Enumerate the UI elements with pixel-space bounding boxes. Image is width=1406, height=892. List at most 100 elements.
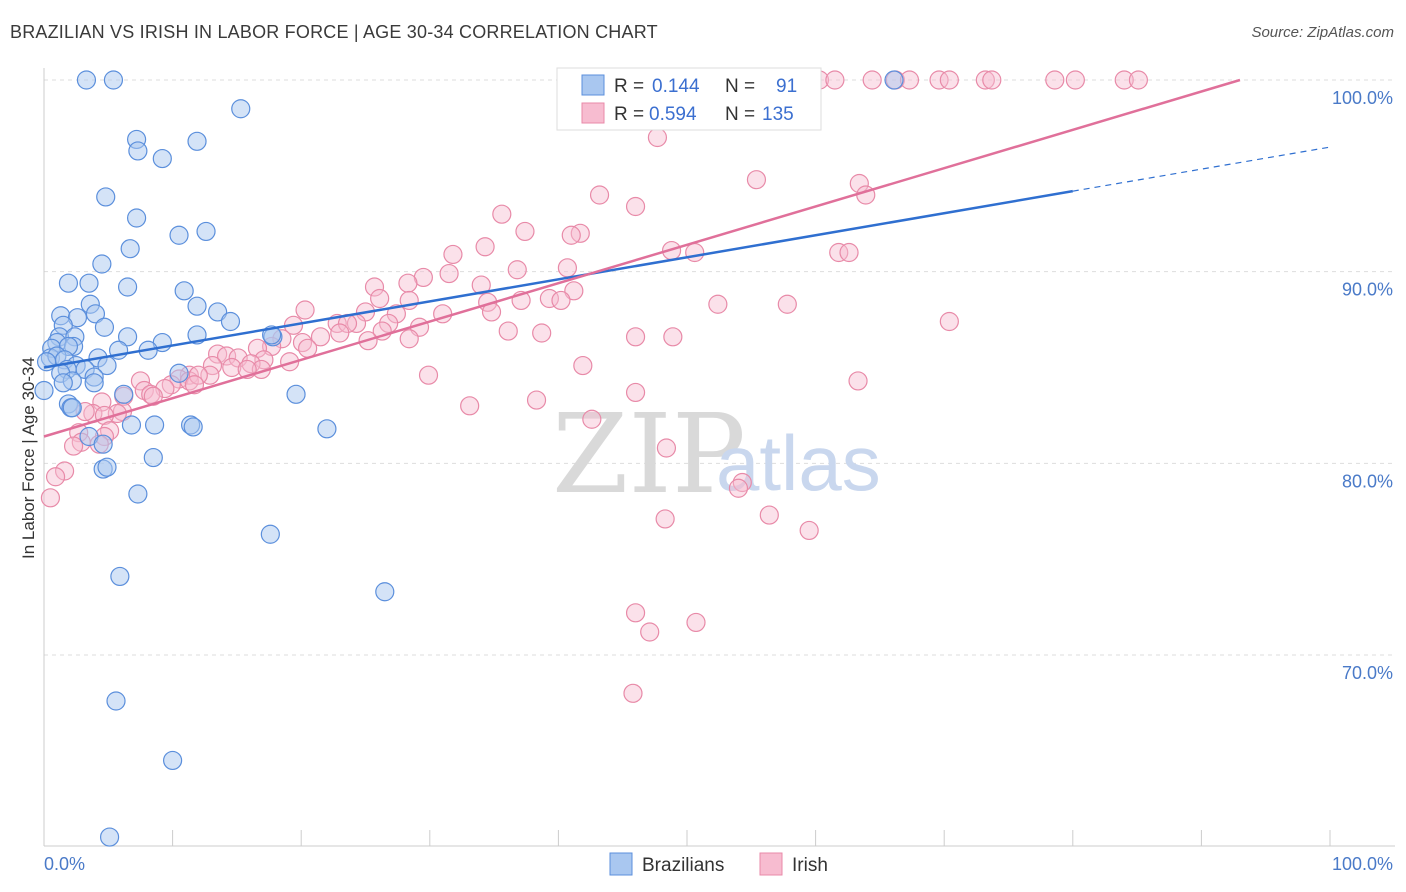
brazilians-point-54 (34, 380, 54, 401)
y-tick-label-1: 80.0% (1342, 471, 1393, 491)
brazilians-trend-line (43, 189, 1074, 369)
brazilians-point-28 (117, 327, 138, 347)
irish-point-33 (507, 260, 527, 280)
irish-point-114 (573, 355, 593, 376)
brazilians-point-1 (103, 70, 124, 90)
irish-point-63 (532, 323, 552, 343)
irish-point-58 (310, 327, 331, 347)
irish-point-48 (295, 300, 315, 320)
irish-point-7 (862, 70, 882, 90)
irish-point-127 (625, 603, 646, 623)
brazilians-point-61 (144, 415, 165, 435)
irish-point-123 (728, 478, 749, 498)
irish-point-94 (143, 386, 163, 406)
watermark-atlas: atlas (716, 419, 881, 507)
irish-point-116 (625, 382, 646, 403)
irish-point-71 (298, 338, 318, 358)
y-tick-label-3: 100.0% (1332, 88, 1393, 108)
brazilians-point-71 (110, 566, 130, 587)
chart-title: BRAZILIAN VS IRISH IN LABOR FORCE | AGE … (10, 22, 658, 42)
irish-point-59 (330, 323, 350, 343)
legend-n-value-1: 91 (776, 76, 797, 97)
irish-point-113 (625, 327, 646, 347)
brazilians-point-25 (94, 317, 115, 337)
brazilians-point-51 (53, 373, 73, 393)
brazilians-point-76 (884, 70, 904, 90)
irish-point-24 (492, 204, 512, 224)
irish-point-47 (708, 294, 728, 314)
brazilians-point-58 (62, 398, 82, 418)
brazilians-point-11 (120, 239, 140, 259)
brazilians-point-6 (152, 148, 172, 169)
irish-point-124 (759, 505, 779, 525)
legend-r-value-2: 0.594 (649, 104, 697, 125)
irish-point-86 (188, 365, 208, 385)
brazilians-point-53 (114, 384, 134, 404)
brazilians-point-74 (163, 750, 183, 771)
irish-point-37 (398, 273, 418, 293)
irish-point-46 (551, 290, 571, 311)
series-legend-label-brazilians: Brazilians (642, 855, 724, 876)
brazilians-point-21 (208, 302, 228, 322)
brazilians-point-23 (220, 311, 241, 332)
brazilians-point-15 (79, 273, 99, 293)
legend-r-label-1: R = (614, 76, 644, 97)
irish-point-67 (399, 329, 419, 349)
brazilians-point-14 (58, 273, 79, 293)
y-tick-labels: 70.0% 80.0% 90.0% 100.0% (1332, 88, 1393, 683)
correlation-legend: R = 0.144 N = 91 R = 0.594 N = 135 (556, 67, 822, 131)
axes (43, 68, 1395, 847)
series-legend-swatch-brazilians (609, 852, 633, 876)
irish-point-15 (1065, 70, 1085, 90)
legend-swatch-irish (581, 102, 605, 124)
irish-point-120 (848, 371, 868, 391)
brazilians-points (34, 70, 904, 847)
brazilians-point-18 (187, 296, 207, 316)
irish-point-34 (557, 258, 578, 278)
brazilians-point-4 (187, 131, 207, 151)
brazilians-point-50 (84, 373, 104, 393)
irish-point-125 (799, 520, 819, 541)
irish-point-32 (829, 242, 849, 263)
brazilians-point-7 (96, 187, 116, 207)
irish-point-28 (475, 237, 495, 257)
irish-point-111 (939, 311, 959, 332)
irish-point-14 (1045, 70, 1065, 90)
irish-point-50 (386, 304, 406, 324)
trend-lines (43, 78, 1331, 438)
irish-point-82 (200, 365, 220, 385)
irish-point-13 (982, 70, 1002, 90)
brazilians-point-69 (128, 484, 148, 504)
brazilians-point-63 (317, 419, 337, 439)
irish-point-16 (1114, 70, 1134, 90)
irish-points (40, 70, 1148, 703)
irish-point-110 (839, 242, 859, 263)
y-tick-label-2: 90.0% (1342, 280, 1393, 300)
irish-point-25 (515, 221, 535, 242)
brazilians-point-66 (143, 447, 163, 468)
watermark: ZIP atlas (552, 390, 881, 518)
legend-swatch-brazilians (581, 74, 605, 96)
brazilians-point-68 (97, 457, 117, 477)
irish-point-38 (364, 277, 385, 297)
irish-point-56 (379, 313, 399, 334)
irish-point-128 (640, 622, 660, 642)
legend-n-label-1: N = (725, 76, 755, 97)
y-axis-label: In Labor Force | Age 30-34 (19, 357, 38, 559)
irish-point-129 (686, 612, 706, 633)
irish-point-106 (63, 436, 84, 456)
irish-point-31 (443, 244, 463, 265)
brazilians-point-52 (169, 363, 189, 383)
irish-point-117 (460, 396, 480, 416)
watermark-zip: ZIP (552, 390, 746, 518)
irish-point-115 (418, 365, 439, 385)
irish-point-22 (589, 185, 610, 205)
irish-point-41 (370, 288, 390, 309)
irish-point-112 (777, 294, 797, 314)
irish-point-109 (40, 488, 61, 508)
series-legend-label-irish: Irish (792, 855, 828, 876)
x-tick-label-0: 0.0% (44, 854, 85, 874)
irish-point-118 (526, 390, 547, 410)
irish-point-35 (439, 263, 459, 284)
brazilians-point-13 (117, 277, 138, 297)
